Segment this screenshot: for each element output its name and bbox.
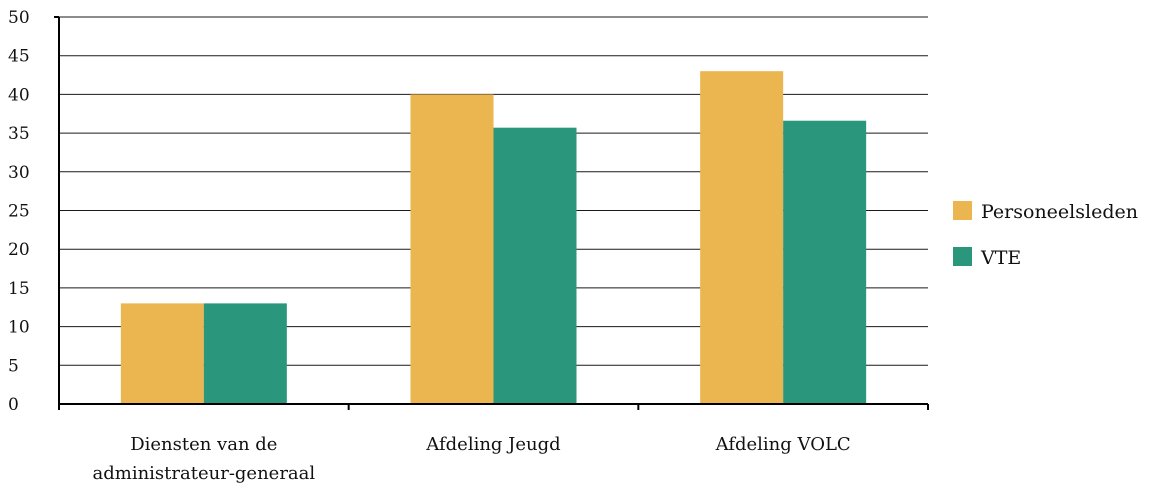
y-tick-label: 40 — [8, 85, 30, 105]
x-category-label: Afdeling Jeugd — [425, 434, 560, 455]
legend: Personeelsleden VTE — [953, 201, 1138, 269]
x-category-label: Afdeling VOLC — [715, 434, 851, 455]
legend-label: Personeelsleden — [981, 201, 1138, 223]
bar-vte-1 — [493, 127, 577, 404]
bar-personeelsleden-2 — [700, 71, 784, 405]
y-tick-label: 50 — [8, 8, 30, 28]
legend-swatch-vte — [953, 247, 972, 266]
x-category-label: Diensten van de — [130, 434, 277, 455]
legend-label: VTE — [980, 247, 1021, 269]
y-tick-label: 35 — [8, 124, 30, 144]
y-tick-label: 25 — [8, 202, 30, 222]
y-tick-label: 15 — [8, 279, 30, 299]
bars — [120, 71, 867, 405]
x-category-labels: Diensten van de administrateur-generaal Af… — [93, 434, 851, 484]
y-tick-label: 20 — [8, 240, 30, 260]
axes — [54, 16, 929, 410]
y-tick-label: 10 — [8, 318, 30, 338]
y-tick-label: 45 — [8, 47, 30, 67]
y-tick-label: 0 — [8, 395, 19, 415]
bar-personeelsleden-1 — [410, 94, 494, 405]
bar-vte-0 — [203, 303, 287, 404]
y-tick-label: 30 — [8, 163, 30, 183]
x-category-label: administrateur-generaal — [93, 463, 316, 484]
legend-swatch-personeelsleden — [953, 201, 972, 220]
bar-vte-2 — [783, 120, 867, 404]
y-tick-labels: 0 5 10 15 20 25 30 35 40 45 50 — [8, 8, 30, 415]
bar-personeelsleden-0 — [120, 303, 204, 404]
y-tick-label: 5 — [8, 356, 19, 376]
